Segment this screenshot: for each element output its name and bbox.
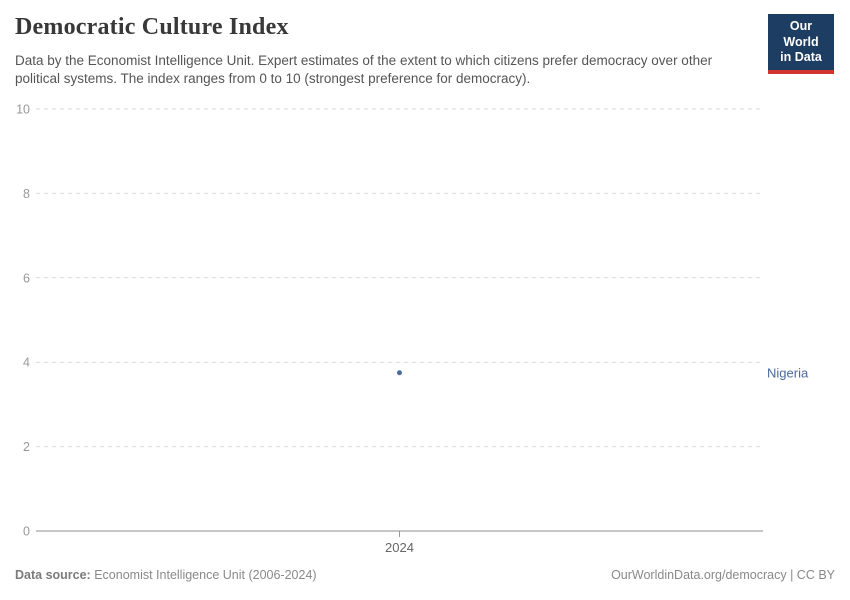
x-tick-label: 2024 (385, 540, 414, 555)
owid-url-link[interactable]: OurWorldinData.org/democracy | CC BY (611, 568, 835, 582)
y-tick-label: 2 (23, 440, 30, 454)
owid-logo-stripe (768, 69, 834, 74)
y-tick-label: 10 (16, 103, 30, 117)
owid-logo-line1: Our World (783, 19, 819, 49)
y-tick-label: 0 (23, 525, 30, 539)
data-source-label: Data source: (15, 568, 91, 582)
data-source-text: Economist Intelligence Unit (2006-2024) (94, 568, 317, 582)
data-source: Data source: Economist Intelligence Unit… (15, 568, 317, 582)
y-tick-label: 4 (23, 356, 30, 370)
data-point-nigeria[interactable] (397, 370, 402, 376)
entity-label[interactable]: Nigeria (767, 365, 809, 380)
y-tick-label: 8 (23, 187, 30, 201)
chart-footer: Data source: Economist Intelligence Unit… (0, 568, 850, 582)
owid-logo-box: Our World in Data (768, 14, 834, 70)
owid-logo[interactable]: Our World in Data (768, 14, 834, 74)
owid-logo-line2: in Data (780, 50, 822, 65)
page-title: Democratic Culture Index (15, 14, 289, 40)
chart-canvas: 0 2 4 6 8 10 2024 Nigeria (16, 103, 809, 556)
y-tick-label: 6 (23, 271, 30, 285)
chart-subtitle: Data by the Economist Intelligence Unit.… (15, 53, 713, 86)
